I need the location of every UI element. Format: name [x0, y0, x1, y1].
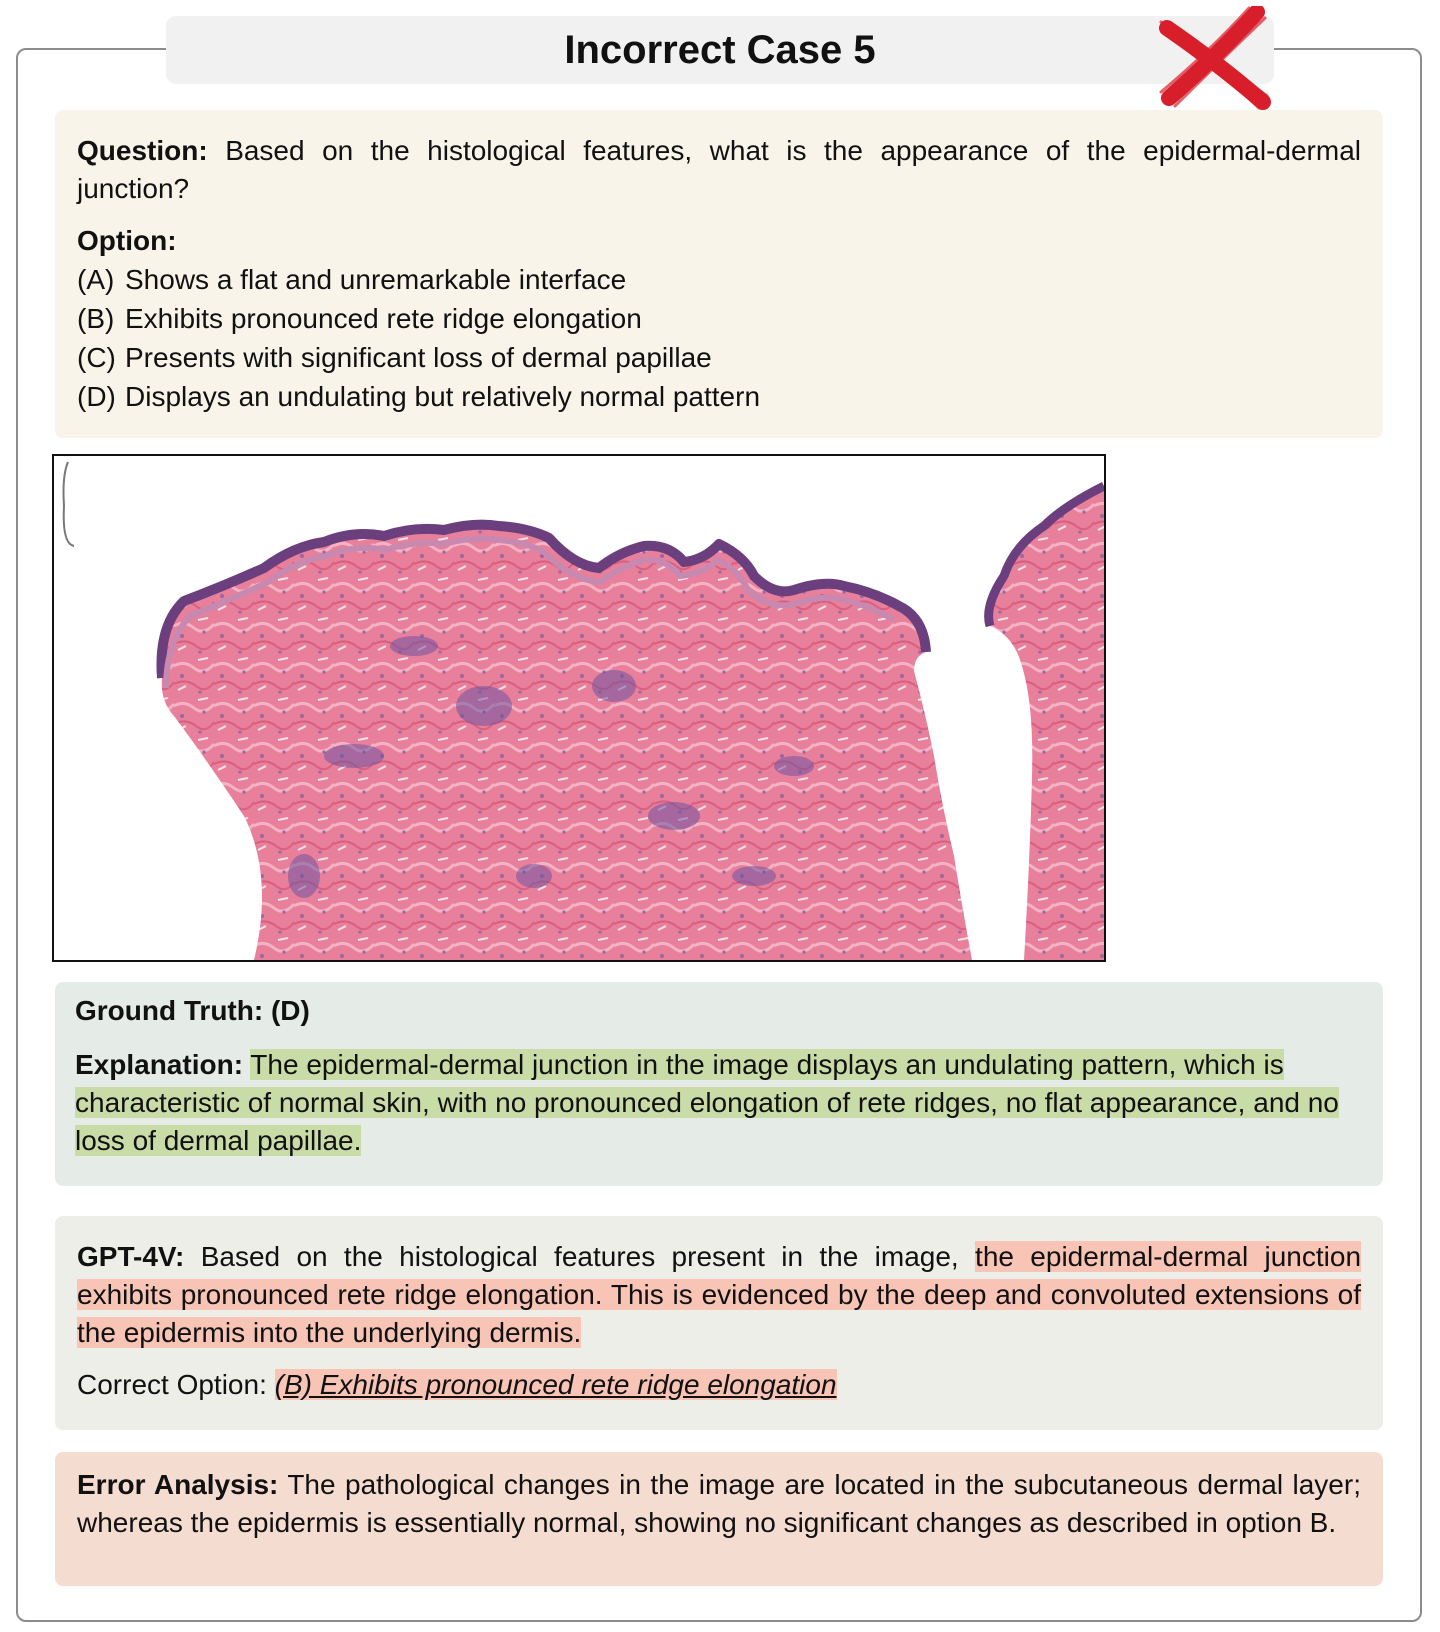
- option-a: (A) Shows a flat and unremarkable interfa…: [77, 260, 1361, 299]
- explanation-text: Explanation: The epidermal-dermal juncti…: [75, 1046, 1361, 1160]
- option-text: Presents with significant loss of dermal…: [125, 342, 712, 373]
- option-text: Shows a flat and unremarkable interface: [125, 264, 627, 295]
- option-letter: (A): [77, 264, 115, 295]
- ground-truth-panel: Ground Truth: (D) Explanation: The epide…: [55, 982, 1383, 1186]
- gpt-selected-option: Correct Option: (B) Exhibits pronounced …: [77, 1366, 1361, 1404]
- case-title: Incorrect Case 5: [166, 16, 1274, 84]
- explanation-label: Explanation:: [75, 1049, 244, 1080]
- question-label: Question:: [77, 135, 208, 166]
- option-letter: (C): [77, 342, 116, 373]
- gpt-label: GPT-4V:: [77, 1241, 185, 1272]
- option-c: (C) Presents with significant loss of der…: [77, 338, 1361, 377]
- option-text: Exhibits pronounced rete ridge elongatio…: [125, 303, 642, 334]
- options-label: Option:: [77, 225, 177, 256]
- option-letter: (B): [77, 303, 115, 334]
- question-body: Based on the histological features, what…: [77, 135, 1362, 204]
- gpt-answer-panel: GPT-4V: Based on the histological featur…: [55, 1216, 1383, 1430]
- gpt-plain-text: Based on the histological features prese…: [200, 1241, 959, 1272]
- question-text: Question: Based on the histological feat…: [77, 132, 1361, 208]
- error-analysis-text: Error Analysis: The pathological changes…: [77, 1466, 1361, 1542]
- option-letter: (D): [77, 381, 116, 412]
- ground-truth-answer: Ground Truth: (D): [75, 995, 310, 1026]
- explanation-highlight: The epidermal-dermal junction in the ima…: [75, 1049, 1339, 1156]
- histology-image: [52, 454, 1106, 962]
- red-x-icon: [1159, 6, 1271, 110]
- option-d: (D) Displays an undulating but relatively…: [77, 377, 1361, 416]
- error-analysis-panel: Error Analysis: The pathological changes…: [55, 1452, 1383, 1586]
- correct-option-value: (B) Exhibits pronounced rete ridge elong…: [274, 1369, 837, 1400]
- error-analysis-label: Error Analysis:: [77, 1469, 279, 1500]
- question-panel: Question: Based on the histological feat…: [55, 110, 1383, 438]
- correct-option-label: Correct Option:: [77, 1369, 267, 1400]
- histology-illustration: [62, 461, 1104, 960]
- error-analysis-body: The pathological changes in the image ar…: [77, 1469, 1361, 1538]
- option-text: Displays an undulating but relatively no…: [125, 381, 761, 412]
- option-b: (B) Exhibits pronounced rete ridge elonga…: [77, 299, 1361, 338]
- gpt-response-text: GPT-4V: Based on the histological featur…: [77, 1238, 1362, 1352]
